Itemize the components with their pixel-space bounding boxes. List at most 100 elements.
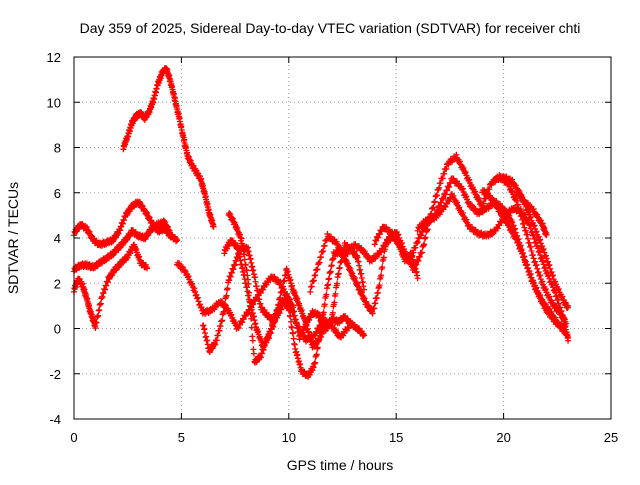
data-point bbox=[537, 217, 544, 224]
data-point bbox=[548, 308, 555, 315]
data-point bbox=[398, 243, 405, 250]
data-point bbox=[375, 234, 382, 241]
data-point bbox=[443, 165, 450, 172]
data-point bbox=[529, 252, 536, 259]
series-track-3 bbox=[71, 241, 151, 332]
data-point bbox=[413, 261, 420, 268]
data-point bbox=[241, 256, 248, 263]
data-point bbox=[334, 280, 341, 287]
data-point bbox=[371, 241, 378, 248]
data-point bbox=[463, 193, 470, 200]
data-point bbox=[326, 275, 333, 282]
data-point bbox=[376, 282, 383, 289]
data-point bbox=[93, 319, 100, 326]
data-point bbox=[543, 231, 550, 238]
data-point bbox=[509, 187, 516, 194]
data-point bbox=[240, 245, 247, 252]
data-point bbox=[321, 301, 328, 308]
series-track-11 bbox=[414, 191, 572, 344]
data-point bbox=[408, 254, 415, 261]
data-point bbox=[392, 234, 399, 241]
data-point bbox=[527, 213, 534, 220]
data-point bbox=[420, 242, 427, 249]
data-point bbox=[422, 234, 429, 241]
data-point bbox=[246, 289, 253, 296]
data-point bbox=[527, 243, 534, 250]
y-tick-label: 12 bbox=[47, 50, 61, 65]
data-point bbox=[466, 176, 473, 183]
data-point bbox=[378, 249, 385, 256]
data-point bbox=[314, 266, 321, 273]
data-point bbox=[539, 296, 546, 303]
data-point bbox=[539, 278, 546, 285]
data-point bbox=[546, 261, 553, 268]
data-point bbox=[527, 270, 534, 277]
data-point bbox=[539, 257, 546, 264]
x-tick-label: 25 bbox=[604, 430, 618, 445]
data-point bbox=[290, 330, 297, 337]
data-point bbox=[335, 270, 342, 277]
data-point bbox=[219, 317, 226, 324]
data-point bbox=[453, 151, 460, 158]
y-tick-label: 2 bbox=[54, 276, 61, 291]
x-tick-label: 15 bbox=[389, 430, 403, 445]
data-point bbox=[287, 318, 294, 325]
data-point bbox=[194, 295, 201, 302]
data-point bbox=[307, 288, 314, 295]
data-point bbox=[552, 278, 559, 285]
data-point bbox=[528, 248, 535, 255]
data-point bbox=[471, 188, 478, 195]
data-point bbox=[546, 305, 553, 312]
data-point bbox=[499, 211, 506, 218]
data-point bbox=[210, 223, 217, 230]
data-point bbox=[509, 219, 516, 226]
data-point bbox=[221, 301, 228, 308]
data-point bbox=[533, 261, 540, 268]
data-point bbox=[552, 314, 559, 321]
data-point bbox=[308, 283, 315, 290]
data-point bbox=[379, 264, 386, 271]
data-point bbox=[248, 315, 255, 322]
data-point bbox=[415, 257, 422, 264]
data-point bbox=[411, 265, 418, 272]
data-point bbox=[522, 227, 529, 234]
data-point bbox=[542, 264, 549, 271]
y-tick-label: 8 bbox=[54, 141, 61, 156]
data-point bbox=[416, 254, 423, 261]
data-point bbox=[524, 231, 531, 238]
series-track-4 bbox=[120, 65, 217, 230]
data-point bbox=[512, 182, 519, 189]
data-point bbox=[514, 201, 521, 208]
data-point bbox=[328, 262, 335, 269]
data-point bbox=[505, 220, 512, 227]
data-point bbox=[167, 232, 174, 239]
data-point bbox=[542, 301, 549, 308]
data-point bbox=[333, 238, 340, 245]
data-point bbox=[450, 192, 457, 199]
data-point bbox=[539, 258, 546, 265]
data-point bbox=[437, 180, 444, 187]
data-point bbox=[373, 237, 380, 244]
data-point bbox=[509, 176, 516, 183]
data-point bbox=[475, 194, 482, 201]
data-point bbox=[431, 198, 438, 205]
x-tick-label: 0 bbox=[70, 430, 77, 445]
data-point bbox=[381, 243, 388, 250]
data-point bbox=[527, 271, 534, 278]
x-tick-label: 5 bbox=[178, 430, 185, 445]
y-tick-label: -2 bbox=[49, 367, 61, 382]
data-point bbox=[555, 296, 562, 303]
data-point bbox=[547, 265, 554, 272]
data-point bbox=[325, 281, 332, 288]
series-track-8 bbox=[225, 210, 367, 366]
y-tick-label: 0 bbox=[54, 322, 61, 337]
y-axis-label: SDTVAR / TECUs bbox=[5, 182, 21, 294]
data-point bbox=[494, 202, 501, 209]
data-point bbox=[97, 300, 104, 307]
data-point bbox=[533, 228, 540, 235]
data-point bbox=[144, 265, 151, 272]
data-point bbox=[542, 252, 549, 259]
data-point bbox=[537, 292, 544, 299]
series-track-13 bbox=[492, 172, 572, 311]
